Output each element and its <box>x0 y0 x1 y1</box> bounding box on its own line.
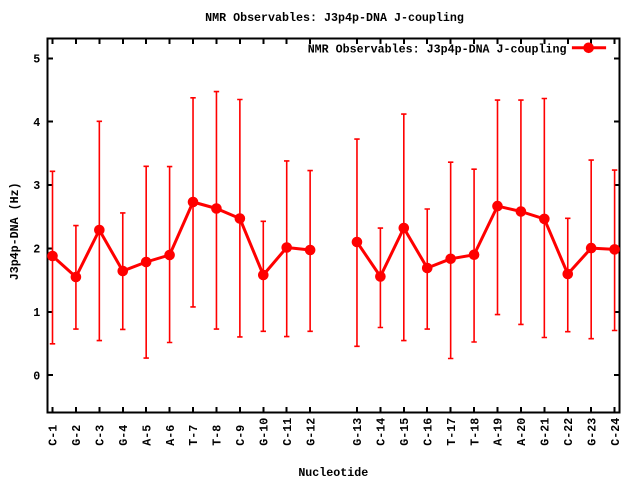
svg-text:A-20: A-20 <box>515 418 529 446</box>
svg-text:G-10: G-10 <box>257 418 271 446</box>
svg-text:3: 3 <box>33 179 40 193</box>
svg-text:Nucleotide: Nucleotide <box>298 466 368 480</box>
svg-text:G-23: G-23 <box>585 418 599 446</box>
svg-text:C-16: C-16 <box>421 418 435 446</box>
svg-text:T-8: T-8 <box>211 425 225 446</box>
svg-text:5: 5 <box>33 53 40 67</box>
svg-text:C-24: C-24 <box>609 418 623 446</box>
svg-text:C-22: C-22 <box>562 418 576 446</box>
svg-text:1: 1 <box>33 306 40 320</box>
svg-text:T-18: T-18 <box>468 418 482 446</box>
svg-text:C-9: C-9 <box>234 425 248 446</box>
svg-text:2: 2 <box>33 243 40 257</box>
svg-text:C-11: C-11 <box>281 418 295 446</box>
svg-text:NMR Observables: J3p4p-DNA J-c: NMR Observables: J3p4p-DNA J-coupling <box>205 11 464 25</box>
svg-text:NMR Observables: J3p4p-DNA J-c: NMR Observables: J3p4p-DNA J-coupling <box>308 43 567 57</box>
svg-text:G-2: G-2 <box>70 425 84 446</box>
svg-text:A-19: A-19 <box>492 418 506 446</box>
svg-text:A-6: A-6 <box>164 425 178 446</box>
svg-text:A-5: A-5 <box>140 425 154 446</box>
svg-text:G-12: G-12 <box>304 418 318 446</box>
svg-text:G-13: G-13 <box>351 418 365 446</box>
svg-text:J3p4p-DNA (Hz): J3p4p-DNA (Hz) <box>8 182 22 280</box>
svg-text:0: 0 <box>33 369 40 383</box>
svg-text:G-15: G-15 <box>398 418 412 446</box>
svg-text:C-14: C-14 <box>375 418 389 446</box>
svg-text:C-1: C-1 <box>47 425 61 446</box>
svg-text:4: 4 <box>33 116 40 130</box>
svg-text:T-17: T-17 <box>445 418 459 446</box>
svg-text:G-21: G-21 <box>539 418 553 446</box>
svg-text:C-3: C-3 <box>94 425 108 446</box>
svg-text:T-7: T-7 <box>187 425 201 446</box>
svg-text:G-4: G-4 <box>117 425 131 446</box>
